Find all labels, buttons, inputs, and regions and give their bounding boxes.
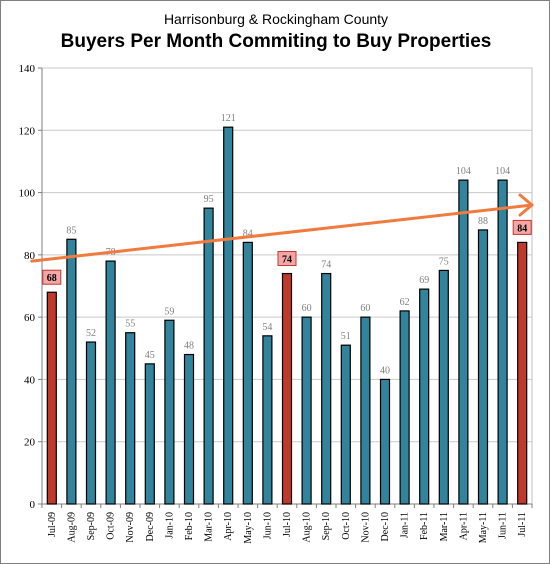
bar-aug-10 — [301, 316, 312, 505]
value-label: 68 — [47, 273, 57, 284]
x-tick-label: Jan-10 — [164, 512, 175, 539]
value-label-box — [42, 269, 62, 285]
x-tick-label: Jun-10 — [262, 512, 273, 539]
x-tick-label: Jun-11 — [498, 512, 509, 539]
x-tick-label: Nov-09 — [125, 512, 136, 543]
value-label: 75 — [439, 256, 449, 267]
value-label: 104 — [495, 166, 510, 177]
x-tick-label: Mar-11 — [439, 512, 450, 541]
x-tick-label: Jul-09 — [47, 512, 58, 537]
x-tick-label: Feb-11 — [419, 512, 430, 540]
y-tick-label: 20 — [24, 437, 36, 449]
chart-title: Buyers Per Month Commiting to Buy Proper… — [60, 31, 492, 52]
trend-arrowhead — [518, 193, 534, 217]
value-label: 74 — [321, 260, 331, 271]
y-tick-label: 80 — [24, 250, 36, 262]
bar-oct-09 — [105, 260, 116, 505]
y-tick-label: 60 — [24, 312, 36, 324]
x-tick-label: May-11 — [478, 512, 489, 543]
bar-jul-09 — [46, 291, 57, 505]
x-tick-label: Feb-10 — [184, 512, 195, 540]
x-tick-label: Dec-09 — [145, 512, 156, 541]
bar-apr-10 — [223, 126, 234, 505]
value-label: 69 — [419, 275, 429, 286]
value-label: 95 — [204, 194, 214, 205]
x-tick-label: Oct-10 — [341, 512, 352, 540]
value-label: 62 — [400, 297, 410, 308]
x-tick-label: Apr-10 — [223, 512, 234, 541]
x-tick-label: Aug-09 — [66, 512, 77, 543]
chart-subtitle: Harrisonburg & Rockingham County — [163, 11, 389, 27]
bar-may-10 — [242, 241, 253, 505]
x-tick-label: Oct-09 — [106, 512, 117, 540]
value-label: 84 — [243, 228, 253, 239]
x-tick-label: Aug-10 — [302, 512, 313, 543]
value-label: 52 — [86, 328, 96, 339]
bar-jul-10 — [281, 272, 293, 505]
value-label: 104 — [456, 166, 471, 177]
bar-jun-10 — [262, 335, 273, 505]
bar-aug-09 — [66, 238, 77, 505]
bar-dec-10 — [379, 378, 391, 505]
bar-apr-11 — [458, 179, 469, 505]
y-tick-label: 40 — [24, 374, 36, 386]
bar-jul-11 — [517, 241, 528, 505]
bar-jun-11 — [497, 179, 508, 505]
x-tick-label: Jul-11 — [517, 512, 528, 537]
bar-sep-10 — [321, 272, 332, 505]
x-tick-label: Dec-10 — [380, 512, 391, 541]
value-label: 84 — [517, 223, 527, 234]
bar-nov-09 — [125, 332, 136, 505]
bar-mar-10 — [203, 207, 214, 505]
value-label: 55 — [125, 319, 135, 330]
x-tick-label: Apr-11 — [458, 512, 469, 540]
value-label: 51 — [341, 331, 351, 342]
bar-sep-09 — [85, 341, 97, 505]
value-label: 85 — [66, 225, 76, 236]
bar-dec-09 — [144, 363, 155, 505]
value-label: 40 — [380, 365, 390, 376]
y-tick-label: 0 — [30, 499, 36, 511]
value-label: 74 — [282, 255, 292, 266]
x-tick-label: Sep-09 — [86, 512, 97, 540]
y-tick-label: 100 — [19, 188, 36, 200]
x-tick-label: May-10 — [243, 512, 254, 544]
x-tick-label: Jul-10 — [282, 512, 293, 537]
value-label: 60 — [360, 303, 370, 314]
bar-feb-10 — [183, 353, 195, 505]
value-label: 54 — [262, 322, 272, 333]
bar-jan-10 — [164, 319, 175, 505]
value-label: 59 — [164, 306, 174, 317]
value-label: 48 — [184, 341, 194, 352]
bar-oct-10 — [340, 344, 351, 505]
value-label: 88 — [478, 216, 488, 227]
value-label: 60 — [302, 303, 312, 314]
bar-mar-11 — [438, 269, 449, 505]
value-label-box — [277, 251, 297, 267]
y-tick-label: 120 — [19, 125, 36, 137]
bar-nov-10 — [360, 316, 371, 505]
x-tick-label: Sep-10 — [321, 512, 332, 540]
value-label-box — [512, 219, 532, 235]
bar-jan-11 — [399, 310, 410, 505]
bar-may-11 — [477, 229, 489, 505]
x-tick-label: Jan-11 — [400, 512, 411, 538]
x-tick-label: Nov-10 — [360, 512, 371, 543]
value-label: 121 — [221, 113, 236, 124]
x-tick-label: Mar-10 — [204, 512, 215, 542]
value-label: 45 — [145, 350, 155, 361]
trend-line — [30, 203, 534, 263]
y-tick-label: 140 — [19, 63, 36, 75]
bar-feb-11 — [419, 288, 430, 505]
